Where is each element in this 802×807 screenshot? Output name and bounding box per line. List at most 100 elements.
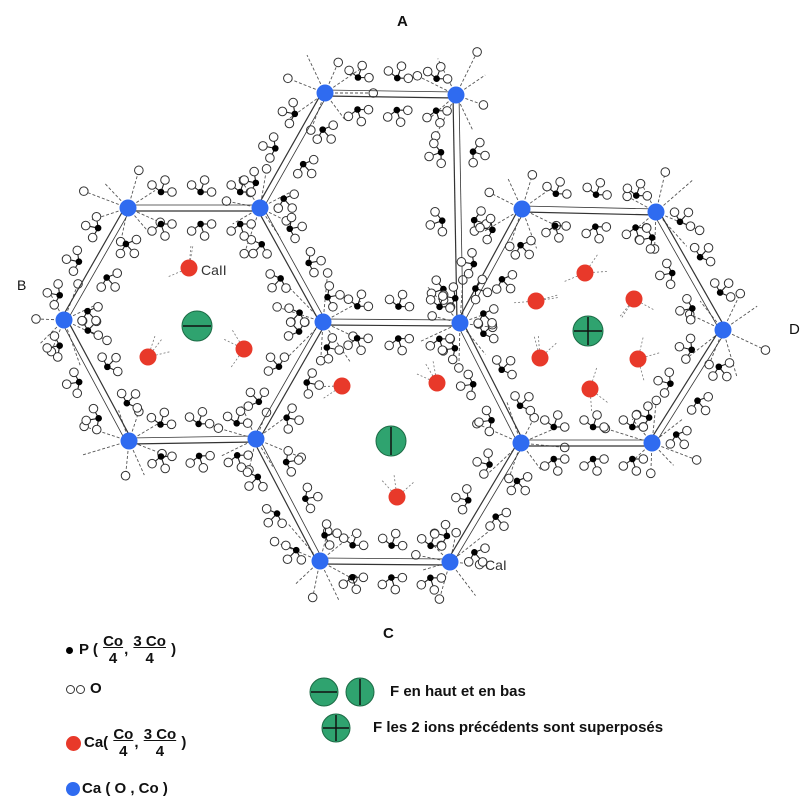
oxygen-atom bbox=[539, 461, 550, 471]
oxygen-atom bbox=[526, 235, 536, 246]
oxygen-atom bbox=[243, 450, 254, 460]
coordination-bond bbox=[476, 423, 522, 444]
oxygen-atom bbox=[284, 118, 295, 129]
legend-ca-blue: Ca ( O , Co ) bbox=[66, 780, 168, 797]
phosphorus-atom bbox=[589, 455, 597, 463]
phosphorus-atom bbox=[517, 241, 524, 249]
oxygen-atom bbox=[554, 233, 564, 243]
oxygen-atom bbox=[272, 302, 282, 312]
phosphorus-atom bbox=[104, 363, 111, 371]
phosphorus-atom bbox=[277, 275, 284, 282]
oxygen-atom bbox=[437, 345, 448, 355]
oxygen-atom bbox=[411, 550, 421, 560]
oxygen-atom bbox=[265, 352, 276, 363]
oxygen-atom bbox=[602, 190, 612, 200]
oxygen-atom bbox=[579, 461, 589, 471]
oxygen-atom bbox=[669, 207, 680, 218]
oxygen-atom bbox=[472, 47, 482, 57]
oxygen-atom bbox=[559, 454, 570, 464]
oxygen-atom bbox=[725, 292, 736, 302]
phosphorus-atom bbox=[589, 423, 597, 431]
oxygen-atom bbox=[435, 117, 445, 128]
oxygen-atom bbox=[316, 255, 326, 266]
oxygen-atom bbox=[91, 211, 102, 222]
oxygen-atom bbox=[246, 187, 256, 197]
calcium-blue-atom bbox=[120, 432, 138, 450]
frame-edge bbox=[129, 441, 257, 445]
frame-edge bbox=[521, 211, 656, 216]
frame-edge-inner bbox=[320, 557, 451, 560]
oxygen-atom bbox=[322, 268, 333, 278]
phosphorus-atom bbox=[280, 195, 287, 202]
oxygen-atom bbox=[477, 557, 488, 567]
oxygen-atom bbox=[689, 242, 700, 253]
frame-edge bbox=[258, 323, 327, 441]
phosphorus-atom bbox=[195, 452, 203, 460]
coordination-bond bbox=[605, 428, 653, 444]
oxygen-atom bbox=[77, 315, 87, 326]
phosphorus-atom bbox=[676, 218, 684, 226]
oxygen-atom bbox=[281, 540, 291, 551]
phosphorus-atom bbox=[84, 327, 92, 334]
oxygen-atom bbox=[263, 517, 274, 528]
oxygen-atom bbox=[397, 289, 408, 300]
phosphorus-atom bbox=[303, 379, 311, 386]
phosphorus-atom bbox=[393, 74, 401, 82]
oxygen-atom bbox=[265, 153, 275, 163]
calcium-blue-atom bbox=[247, 430, 265, 448]
oxygen-atom bbox=[358, 540, 369, 551]
phosphorus-atom bbox=[349, 541, 356, 549]
legend-fluorine-updown: F en haut et en bas bbox=[308, 676, 526, 708]
oxygen-atom bbox=[686, 405, 697, 415]
oxygen-atom bbox=[427, 311, 437, 321]
oxygen-atom bbox=[618, 461, 629, 471]
phosphorus-atom bbox=[688, 346, 696, 354]
ca-o-bond bbox=[222, 338, 245, 350]
oxygen-atom bbox=[368, 88, 379, 98]
phosphorus-atom bbox=[471, 549, 478, 556]
frame-edge bbox=[66, 318, 133, 440]
oxygen-atom bbox=[323, 353, 334, 364]
oxygen-atom bbox=[102, 335, 112, 346]
oxygen-atom bbox=[723, 278, 734, 288]
oxygen-atom bbox=[277, 518, 287, 529]
calcium-red-atom bbox=[180, 259, 198, 277]
oxygen-atom bbox=[236, 462, 247, 473]
oxygen-atom bbox=[474, 417, 484, 427]
oxygen-atom bbox=[303, 389, 314, 399]
oxygen-atom bbox=[463, 268, 474, 279]
oxygen-atom bbox=[559, 422, 570, 432]
phosphorus-atom bbox=[354, 302, 361, 310]
oxygen-atom bbox=[283, 331, 294, 341]
oxygen-atom bbox=[287, 403, 297, 413]
frame-edge-inner bbox=[262, 94, 328, 210]
phosphorus-atom bbox=[395, 303, 402, 310]
oxygen-atom bbox=[638, 422, 649, 432]
oxygen-atom bbox=[462, 484, 472, 494]
phosphorus-atom bbox=[353, 334, 361, 342]
oxygen-atom bbox=[97, 352, 107, 362]
phosphorus-atom bbox=[233, 420, 240, 427]
oxygen-atom bbox=[223, 457, 234, 468]
phosphorus-atom bbox=[629, 423, 636, 431]
oxygen-atom bbox=[305, 503, 316, 514]
oxygen-atom bbox=[436, 573, 447, 583]
phosphorus-atom bbox=[629, 455, 636, 463]
oxygen-atom bbox=[694, 225, 705, 236]
phosphorus-atom bbox=[94, 224, 102, 232]
phosphorus-atom bbox=[197, 188, 204, 196]
frame-edge bbox=[319, 563, 450, 566]
oxygen-atom bbox=[334, 345, 345, 355]
fraction-co-4-ca: Co 4 bbox=[113, 726, 134, 760]
oxygen-atom bbox=[422, 66, 433, 77]
site-label-ca2: CaII bbox=[201, 262, 227, 278]
oxygen-atom bbox=[72, 245, 83, 256]
frame-edge-inner bbox=[458, 94, 464, 323]
oxygen-atom bbox=[700, 405, 711, 416]
oxygen-atom bbox=[306, 168, 317, 179]
oxygen-atom bbox=[363, 104, 374, 115]
oxygen-atom bbox=[390, 528, 401, 539]
oxygen-atom bbox=[160, 231, 170, 241]
calcium-red-atom bbox=[629, 350, 647, 368]
